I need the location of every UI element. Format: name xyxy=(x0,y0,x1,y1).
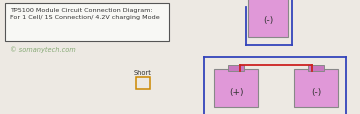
FancyBboxPatch shape xyxy=(4,3,168,41)
Bar xyxy=(294,69,338,107)
Bar xyxy=(136,77,150,89)
Bar xyxy=(308,65,324,71)
Text: (+): (+) xyxy=(229,87,243,96)
Text: Short: Short xyxy=(134,69,152,75)
Text: © somanytech.com: © somanytech.com xyxy=(10,46,76,52)
Text: TP5100 Module Circuit Connection Diagram:
For 1 Cell/ 1S Connection/ 4.2V chargi: TP5100 Module Circuit Connection Diagram… xyxy=(10,8,160,20)
Bar xyxy=(214,69,258,107)
Bar xyxy=(228,65,244,71)
Text: (-): (-) xyxy=(311,87,321,96)
Text: (-): (-) xyxy=(263,15,273,24)
Bar xyxy=(248,0,288,38)
